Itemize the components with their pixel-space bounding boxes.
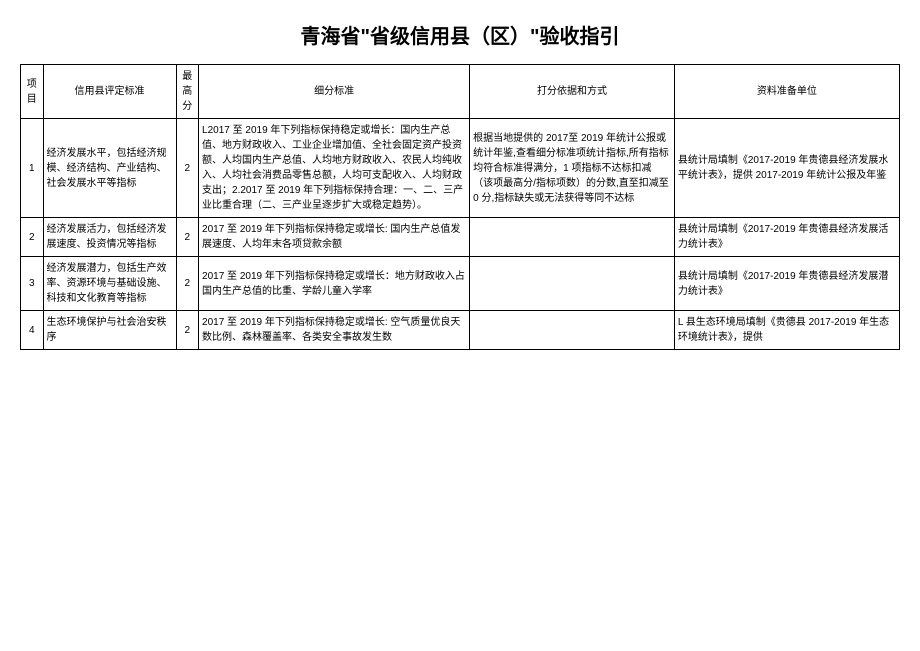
cell-basis: 根据当地提供的 2017至 2019 年统计公报或统计年鉴,查看细分标准项统计指… — [470, 119, 675, 218]
cell-prep: 县统计局填制《2017-2019 年贵德县经济发展活力统计表》 — [674, 218, 899, 257]
cell-detail: 2017 至 2019 年下列指标保持稳定或增长: 国内生产总值发展速度、人均年… — [199, 218, 470, 257]
cell-score: 2 — [176, 119, 199, 218]
cell-prep: 县统计局填制《2017-2019 年贵德县经济发展潜力统计表》 — [674, 257, 899, 311]
cell-score: 2 — [176, 218, 199, 257]
cell-num: 4 — [21, 311, 44, 350]
header-prep: 资料准备单位 — [674, 65, 899, 119]
cell-detail: L2017 至 2019 年下列指标保持稳定或增长：国内生产总值、地方财政收入、… — [199, 119, 470, 218]
cell-prep: L 县生态环境局填制《贵德县 2017-2019 年生态环境统计表》，提供 — [674, 311, 899, 350]
cell-standard: 经济发展潜力，包括生产效率、资源环境与基础设施、科技和文化教育等指标 — [43, 257, 176, 311]
header-basis: 打分依据和方式 — [470, 65, 675, 119]
cell-prep: 县统计局填制《2017-2019 年贵德县经济发展水平统计表》，提供 2017-… — [674, 119, 899, 218]
header-standard: 信用县评定标准 — [43, 65, 176, 119]
acceptance-guide-table: 项目 信用县评定标准 最高分 细分标准 打分依据和方式 资料准备单位 1 经济发… — [20, 64, 900, 350]
cell-score: 2 — [176, 257, 199, 311]
table-header-row: 项目 信用县评定标准 最高分 细分标准 打分依据和方式 资料准备单位 — [21, 65, 900, 119]
table-row: 3 经济发展潜力，包括生产效率、资源环境与基础设施、科技和文化教育等指标 2 2… — [21, 257, 900, 311]
page-title: 青海省"省级信用县（区）"验收指引 — [20, 20, 900, 49]
cell-basis — [470, 218, 675, 257]
cell-num: 1 — [21, 119, 44, 218]
cell-num: 2 — [21, 218, 44, 257]
cell-standard: 生态环境保护与社会治安秩序 — [43, 311, 176, 350]
cell-basis — [470, 257, 675, 311]
cell-basis — [470, 311, 675, 350]
header-score: 最高分 — [176, 65, 199, 119]
table-row: 4 生态环境保护与社会治安秩序 2 2017 至 2019 年下列指标保持稳定或… — [21, 311, 900, 350]
cell-num: 3 — [21, 257, 44, 311]
header-detail: 细分标准 — [199, 65, 470, 119]
table-row: 1 经济发展水平，包括经济规模、经济结构、产业结构、社会发展水平等指标 2 L2… — [21, 119, 900, 218]
cell-standard: 经济发展水平，包括经济规模、经济结构、产业结构、社会发展水平等指标 — [43, 119, 176, 218]
cell-detail: 2017 至 2019 年下列指标保持稳定或增长：地方财政收入占国内生产总值的比… — [199, 257, 470, 311]
cell-detail: 2017 至 2019 年下列指标保持稳定或增长: 空气质量优良天数比例、森林覆… — [199, 311, 470, 350]
cell-score: 2 — [176, 311, 199, 350]
cell-standard: 经济发展活力，包括经济发展速度、投资情况等指标 — [43, 218, 176, 257]
table-row: 2 经济发展活力，包括经济发展速度、投资情况等指标 2 2017 至 2019 … — [21, 218, 900, 257]
header-num: 项目 — [21, 65, 44, 119]
